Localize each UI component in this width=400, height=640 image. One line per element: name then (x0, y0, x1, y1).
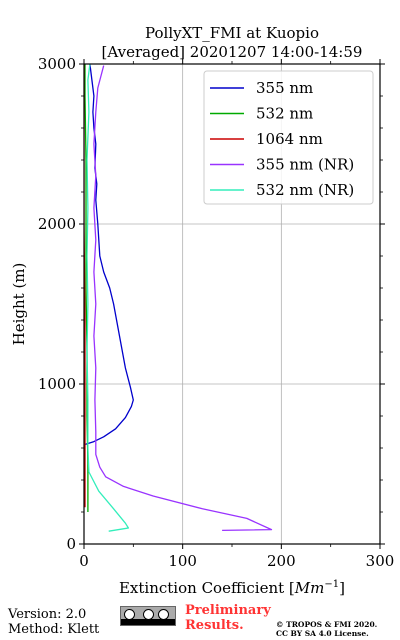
license-strip (121, 619, 175, 625)
method-text: Method: Klett (8, 622, 100, 637)
series-line-4 (93, 65, 273, 532)
legend-label-5: 532 nm (NR) (256, 181, 354, 199)
version-text: Version: 2.0 (8, 607, 87, 622)
y-tick-label: 1000 (38, 375, 76, 393)
legend-label-2: 532 nm (256, 105, 313, 123)
y-tick-label: 2000 (38, 215, 76, 233)
preliminary-line2: Results. (185, 618, 244, 633)
x-axis-label: Extinction Coefficient [Mm−1] (119, 579, 345, 597)
y-tick-label: 3000 (38, 55, 76, 73)
legend-box (203, 70, 374, 205)
x-tick-label: 0 (79, 552, 89, 570)
series-lines (84, 64, 273, 532)
chart-title-line1: PollyXT_FMI at Kuopio (145, 24, 319, 42)
copyright-line2: CC BY SA 4.0 License. (276, 629, 369, 638)
legend-label-4: 355 nm (NR) (256, 156, 354, 174)
copyright-line1: © TROPOS & FMI 2020. (276, 620, 378, 629)
y-tick-label: 0 (66, 535, 76, 553)
preliminary-notice: Preliminary Results. (185, 603, 271, 633)
x-tick-label: 300 (366, 552, 395, 570)
legend: 355 nm 532 nm 1064 nm 355 nm (NR) 532 nm (NR… (203, 70, 374, 205)
chart-title-line2: [Averaged] 20201207 14:00-14:59 (102, 43, 363, 61)
x-tick-label: 100 (168, 552, 197, 570)
x-tick-label: 200 (267, 552, 296, 570)
axis-ticks (79, 59, 385, 549)
series-line-3 (84, 64, 86, 508)
copyright-notice: © TROPOS & FMI 2020. CC BY SA 4.0 Licens… (276, 620, 377, 638)
cc-license-badge (120, 606, 176, 626)
legend-label-3: 1064 nm (256, 130, 323, 148)
series-line-5 (86, 64, 130, 532)
preliminary-line1: Preliminary (185, 603, 271, 618)
series-line-1 (84, 64, 134, 446)
y-axis-label: Height (m) (10, 263, 28, 346)
legend-label-1: 355 nm (256, 79, 313, 97)
